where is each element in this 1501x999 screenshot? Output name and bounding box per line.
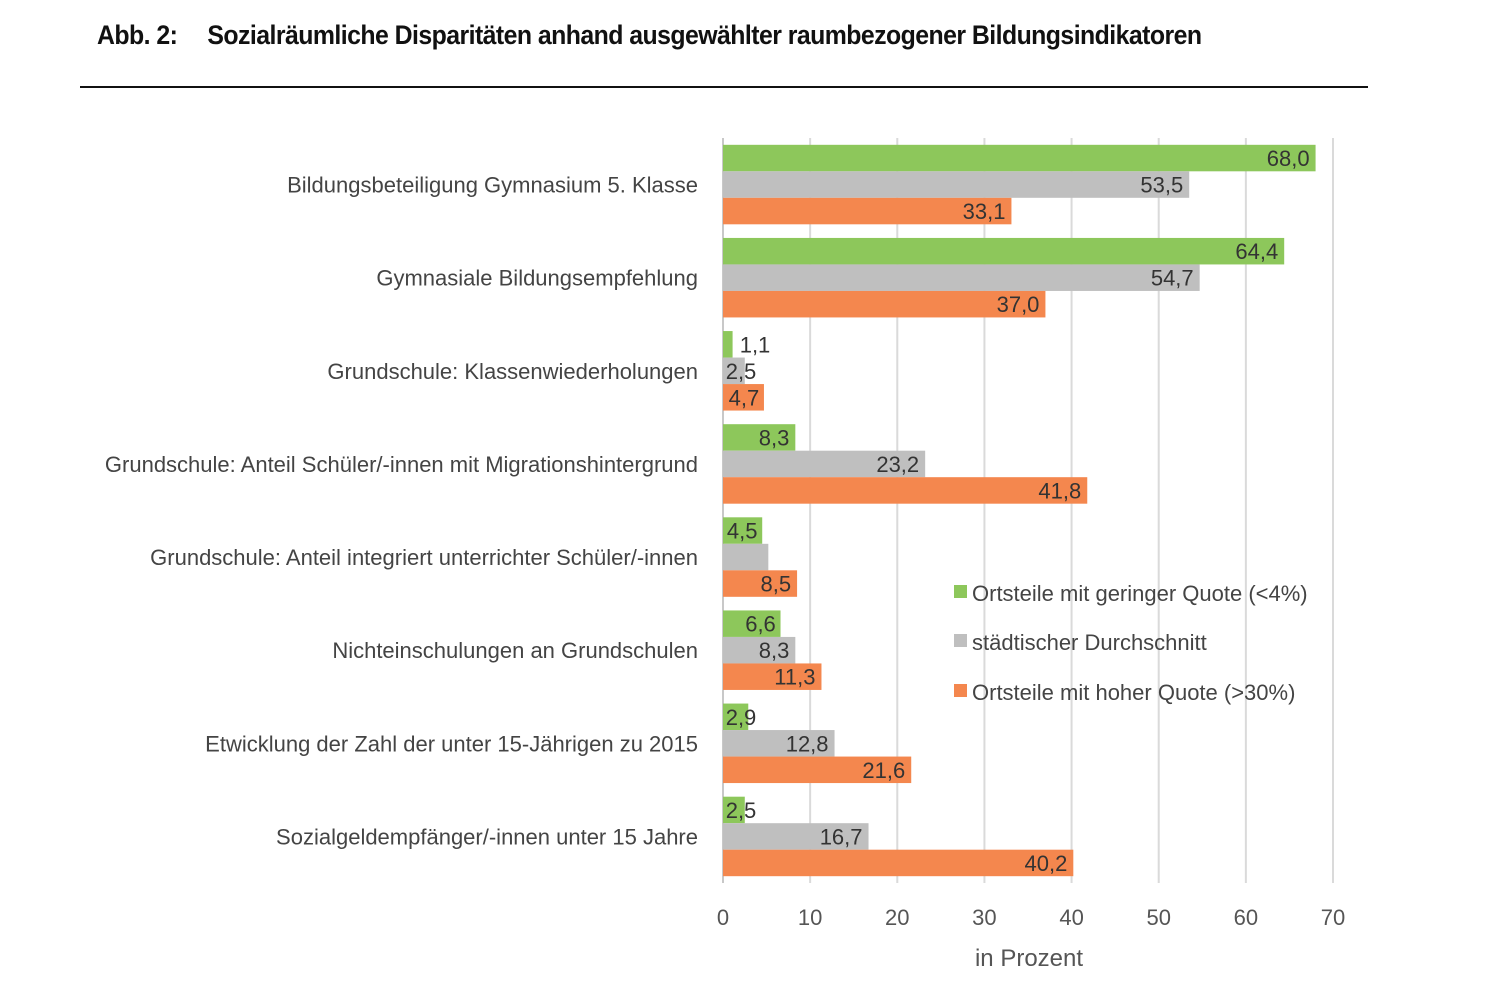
- bar: [723, 237, 1285, 265]
- bar: [723, 517, 763, 544]
- data-label: 8,3: [759, 638, 790, 663]
- data-label: 4,5: [727, 519, 758, 544]
- data-label: 64,4: [1235, 239, 1278, 264]
- category-labels: Bildungsbeteiligung Gymnasium 5. Klasse G…: [105, 173, 698, 850]
- category-label: Grundschule: Anteil integriert unterrich…: [150, 545, 698, 570]
- legend: Ortsteile mit geringer Quote (<4%) städti…: [954, 581, 1308, 705]
- bar: [723, 730, 835, 757]
- data-label: 1,1: [740, 332, 771, 357]
- bar: [723, 144, 1316, 172]
- bar: [723, 823, 869, 850]
- data-label: 16,7: [820, 824, 863, 849]
- bar: [723, 264, 1200, 291]
- data-label: 12,8: [786, 731, 829, 756]
- data-label: 23,2: [876, 452, 919, 477]
- bar: [723, 331, 733, 358]
- data-label: 68,0: [1267, 146, 1310, 171]
- bar: [723, 570, 798, 597]
- x-tick-label: 70: [1321, 905, 1345, 930]
- data-label: 53,5: [1140, 173, 1183, 198]
- x-tick-label: 30: [972, 905, 996, 930]
- bar: [723, 756, 912, 784]
- data-label: 33,1: [963, 199, 1006, 224]
- x-tick-label: 50: [1146, 905, 1170, 930]
- data-label: 6,6: [745, 612, 776, 637]
- data-label: 2,5: [726, 798, 757, 823]
- bar: [723, 703, 749, 731]
- data-label: 11,3: [774, 665, 815, 690]
- data-label: 54,7: [1151, 266, 1194, 291]
- data-label: 41,8: [1038, 478, 1081, 503]
- x-tick-label: 10: [798, 905, 822, 930]
- data-label: 2,5: [726, 359, 757, 384]
- bar: [723, 384, 764, 411]
- x-tick-label: 60: [1234, 905, 1258, 930]
- figure-title-text: Sozialräumliche Disparitäten anhand ausg…: [207, 20, 1202, 50]
- bar: [723, 796, 745, 824]
- data-label: 2,9: [726, 705, 757, 730]
- x-tick-label: 0: [717, 905, 729, 930]
- category-label: Grundschule: Anteil Schüler/-innen mit M…: [105, 452, 698, 477]
- figure-title: Abb. 2: Sozialräumliche Disparitäten anha…: [97, 20, 1202, 51]
- x-tick-label: 20: [885, 905, 909, 930]
- bar: [723, 543, 769, 571]
- figure-number: Abb. 2:: [97, 20, 178, 50]
- data-label: 8,3: [759, 425, 790, 450]
- bar: [723, 849, 1074, 877]
- bar: [723, 450, 926, 478]
- category-label: Etwicklung der Zahl der unter 15-Jährige…: [205, 731, 698, 756]
- category-label: Nichteinschulungen an Grundschulen: [332, 638, 698, 663]
- bar: [723, 357, 745, 385]
- data-label: 4,7: [729, 385, 760, 410]
- bar: [723, 197, 1012, 225]
- legend-label: städtischer Durchschnitt: [972, 630, 1207, 655]
- legend-label: Ortsteile mit geringer Quote (<4%): [972, 581, 1308, 606]
- category-label: Gymnasiale Bildungsempfehlung: [376, 266, 698, 291]
- bar: [723, 424, 796, 451]
- title-rule: [80, 86, 1368, 88]
- bar: [723, 636, 796, 664]
- bar: [723, 663, 822, 690]
- category-label: Bildungsbeteiligung Gymnasium 5. Klasse: [287, 173, 698, 198]
- data-label: 37,0: [997, 292, 1040, 317]
- data-label: 21,6: [862, 758, 905, 783]
- data-label: 40,2: [1024, 851, 1067, 876]
- legend-swatch: [954, 684, 967, 697]
- legend-swatch: [954, 585, 967, 598]
- category-label: Grundschule: Klassenwiederholungen: [327, 359, 698, 384]
- bar: [723, 171, 1190, 198]
- x-tick-labels: 0 10 20 30 40 50 60 70: [717, 905, 1345, 930]
- legend-swatch: [954, 634, 967, 647]
- bar: [723, 477, 1088, 504]
- x-tick-label: 40: [1059, 905, 1083, 930]
- bar: [723, 610, 781, 637]
- x-axis-label: in Prozent: [975, 945, 1083, 972]
- legend-label: Ortsteile mit hoher Quote (>30%): [972, 680, 1295, 705]
- bar: [723, 290, 1046, 318]
- category-label: Sozialgeldempfänger/-innen unter 15 Jahr…: [276, 824, 698, 849]
- data-label: 8,5: [760, 572, 791, 597]
- bars: 68,053,533,164,454,737,01,12,54,78,323,2…: [723, 144, 1316, 877]
